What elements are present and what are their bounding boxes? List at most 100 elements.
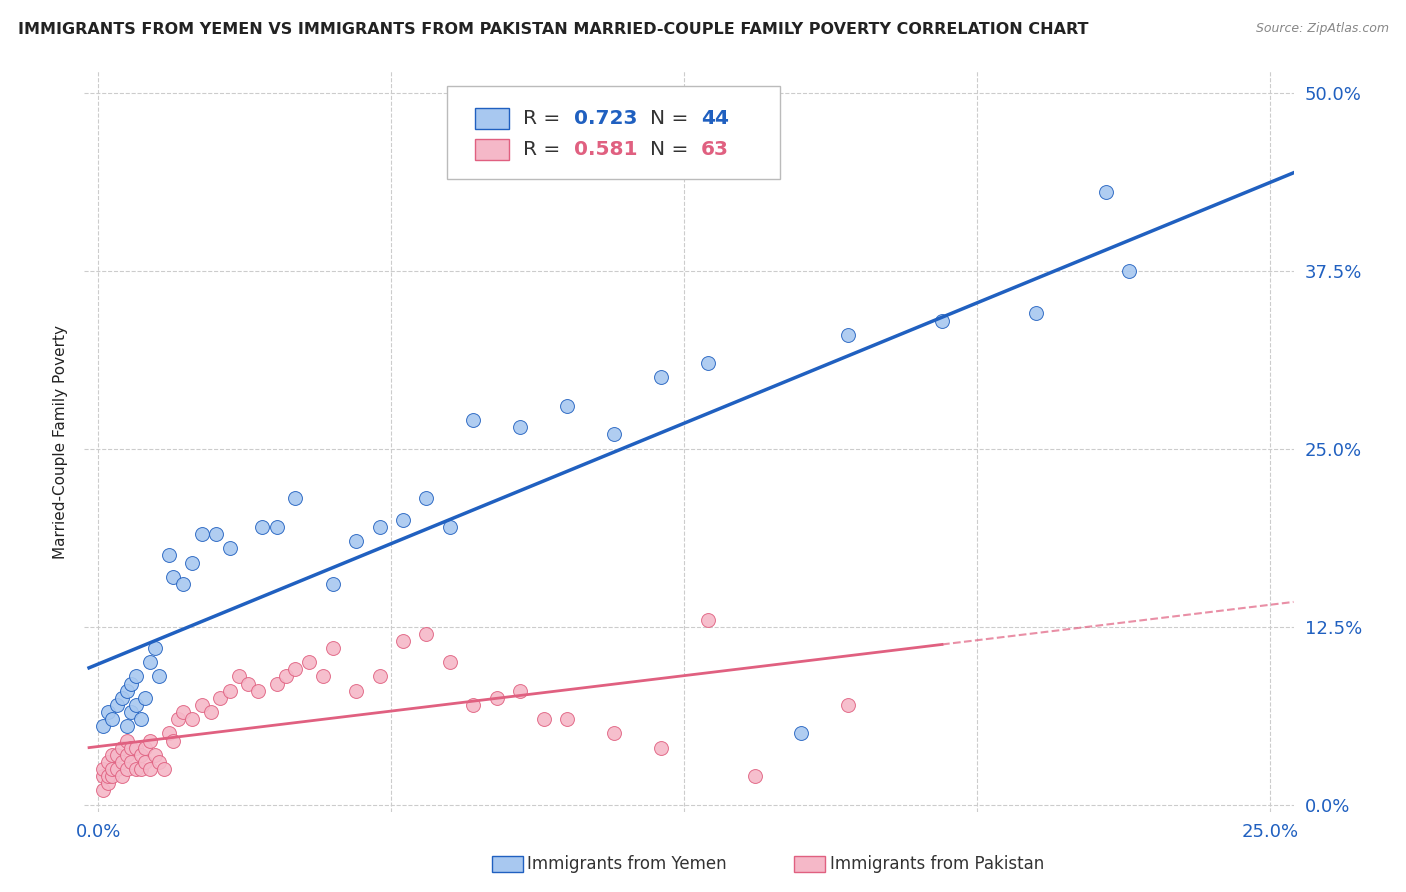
Point — [238, 676, 260, 690]
Point — [392, 513, 415, 527]
Point — [172, 577, 194, 591]
Point — [463, 413, 485, 427]
Text: IMMIGRANTS FROM YEMEN VS IMMIGRANTS FROM PAKISTAN MARRIED-COUPLE FAMILY POVERTY : IMMIGRANTS FROM YEMEN VS IMMIGRANTS FROM… — [18, 22, 1088, 37]
Point — [105, 762, 128, 776]
Point — [555, 712, 578, 726]
FancyBboxPatch shape — [447, 87, 780, 178]
Point — [190, 698, 212, 712]
Point — [284, 491, 307, 506]
Point — [252, 520, 274, 534]
Point — [344, 534, 367, 549]
Point — [298, 655, 321, 669]
Point — [190, 527, 212, 541]
Point — [105, 747, 128, 762]
Point — [101, 762, 124, 776]
Point — [115, 747, 138, 762]
Point — [97, 776, 120, 790]
Text: Source: ZipAtlas.com: Source: ZipAtlas.com — [1256, 22, 1389, 36]
Point — [322, 640, 344, 655]
Text: 44: 44 — [702, 109, 730, 128]
FancyBboxPatch shape — [475, 109, 509, 129]
Point — [91, 762, 114, 776]
Point — [181, 556, 204, 570]
Point — [463, 698, 485, 712]
Point — [148, 755, 170, 769]
Text: 63: 63 — [702, 139, 730, 159]
Point — [837, 327, 859, 342]
Point — [218, 683, 240, 698]
Point — [312, 669, 335, 683]
Point — [344, 683, 367, 698]
Text: R =: R = — [523, 139, 567, 159]
Point — [533, 712, 555, 726]
Point — [105, 698, 128, 712]
Text: R =: R = — [523, 109, 567, 128]
Point — [111, 755, 134, 769]
Point — [120, 740, 142, 755]
Point — [209, 690, 232, 705]
Point — [139, 762, 162, 776]
Point — [415, 491, 437, 506]
Point — [1118, 263, 1140, 277]
Point — [129, 712, 152, 726]
Point — [368, 520, 391, 534]
Point — [228, 669, 250, 683]
Point — [129, 747, 152, 762]
Point — [1095, 186, 1118, 200]
Point — [139, 733, 162, 747]
Point — [143, 747, 166, 762]
Point — [509, 420, 531, 434]
Point — [1025, 306, 1047, 320]
Point — [97, 769, 120, 783]
Text: Immigrants from Yemen: Immigrants from Yemen — [527, 855, 727, 873]
Point — [218, 541, 240, 556]
Text: 0.581: 0.581 — [574, 139, 637, 159]
Point — [181, 712, 204, 726]
Point — [555, 399, 578, 413]
Point — [790, 726, 813, 740]
Point — [696, 613, 718, 627]
Point — [91, 783, 114, 797]
Point — [284, 662, 307, 676]
Point — [125, 740, 148, 755]
Point — [322, 577, 344, 591]
Point — [101, 747, 124, 762]
Point — [439, 520, 461, 534]
Point — [439, 655, 461, 669]
Point — [111, 690, 134, 705]
Point — [120, 705, 142, 719]
Point — [650, 370, 672, 384]
FancyBboxPatch shape — [475, 139, 509, 161]
Point — [134, 740, 156, 755]
Point — [101, 769, 124, 783]
Point — [115, 719, 138, 733]
Point — [172, 705, 194, 719]
Point — [200, 705, 222, 719]
Point — [266, 520, 288, 534]
Point — [111, 740, 134, 755]
Point — [162, 733, 184, 747]
Point — [485, 690, 508, 705]
Point — [415, 626, 437, 640]
Text: 0.723: 0.723 — [574, 109, 637, 128]
Point — [134, 755, 156, 769]
Point — [167, 712, 190, 726]
Point — [91, 719, 114, 733]
Point — [157, 726, 180, 740]
Point — [603, 427, 626, 442]
Point — [204, 527, 226, 541]
Point — [368, 669, 391, 683]
Point — [143, 640, 166, 655]
Point — [125, 669, 148, 683]
Point — [696, 356, 718, 370]
Point — [115, 762, 138, 776]
Point — [97, 755, 120, 769]
Point — [931, 313, 953, 327]
Point — [139, 655, 162, 669]
Point — [603, 726, 626, 740]
Point — [115, 683, 138, 698]
Point — [246, 683, 269, 698]
Point — [162, 570, 184, 584]
Point — [266, 676, 288, 690]
Text: N =: N = — [650, 139, 695, 159]
